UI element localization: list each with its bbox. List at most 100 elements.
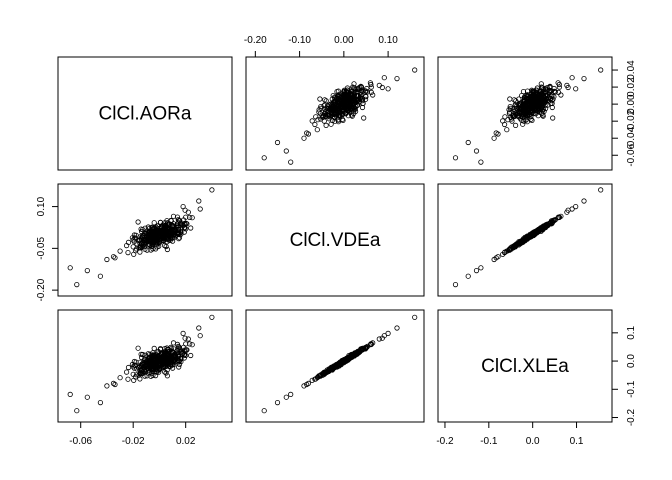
point	[162, 352, 168, 358]
point	[506, 107, 512, 113]
point	[522, 110, 529, 116]
point	[170, 213, 177, 219]
point	[533, 90, 540, 96]
point	[511, 108, 517, 115]
point	[312, 376, 318, 382]
diag-label-aora: ClCl.AORa	[99, 104, 192, 125]
right-axis-aora-tick-label: 0.00	[626, 94, 637, 114]
bottom-axis-aora-tick-label: -0.06	[69, 436, 92, 447]
point	[141, 237, 147, 243]
panel-r1-c1	[245, 183, 425, 297]
point	[135, 219, 141, 225]
point	[540, 223, 547, 229]
point	[519, 103, 525, 110]
point	[157, 345, 164, 352]
point	[556, 84, 563, 90]
point	[335, 93, 341, 99]
point	[181, 217, 187, 223]
point	[531, 106, 538, 112]
point	[196, 325, 202, 331]
point	[125, 239, 132, 245]
left-axis-vdea-tick-label: 0.10	[36, 196, 47, 216]
point	[524, 101, 530, 107]
point	[358, 83, 364, 89]
point	[362, 96, 369, 102]
point	[546, 89, 553, 96]
point	[513, 105, 520, 111]
point	[132, 235, 138, 241]
point	[540, 93, 547, 99]
point	[304, 130, 310, 136]
point	[196, 198, 202, 204]
point	[322, 97, 328, 103]
right-axis-aora-tick-label: -0.04	[626, 126, 637, 149]
point	[131, 232, 137, 238]
point	[180, 330, 186, 336]
bottom-axis-xlea-tick-label: 0.0	[526, 436, 540, 447]
right-axis-xlea-tick-label: 0.1	[626, 325, 637, 339]
right-axis-aora-tick-label: -0.06	[626, 143, 637, 166]
point	[350, 101, 357, 107]
point	[538, 81, 544, 87]
point	[501, 121, 508, 128]
point	[131, 358, 137, 365]
point	[352, 85, 358, 91]
point	[139, 241, 145, 247]
point	[164, 349, 170, 355]
point	[151, 220, 157, 226]
point	[141, 356, 148, 362]
point	[314, 127, 320, 133]
point	[524, 93, 530, 99]
point	[188, 225, 194, 231]
point	[558, 213, 564, 219]
point	[184, 221, 190, 227]
point	[525, 97, 531, 104]
point	[364, 344, 370, 350]
point	[394, 325, 400, 331]
point	[316, 109, 322, 115]
point	[156, 243, 162, 249]
point	[148, 247, 154, 253]
point	[598, 187, 604, 193]
point	[573, 204, 579, 210]
point	[104, 256, 110, 263]
point	[124, 369, 130, 375]
point	[473, 267, 480, 274]
point	[555, 214, 562, 220]
point	[322, 113, 328, 119]
point	[354, 93, 360, 99]
point	[283, 394, 289, 400]
point	[452, 155, 459, 161]
point	[312, 121, 318, 128]
point	[176, 220, 182, 226]
point	[131, 251, 137, 257]
point	[478, 265, 484, 271]
point	[368, 84, 374, 90]
point	[452, 281, 459, 288]
top-axis-tick-label: -0.20	[244, 35, 267, 46]
point	[188, 352, 194, 359]
point	[355, 86, 361, 93]
point	[176, 346, 182, 353]
point	[344, 93, 350, 99]
right-axis-xlea-tick-label: -0.1	[626, 380, 637, 398]
point	[364, 85, 370, 92]
point	[139, 354, 145, 360]
point	[181, 355, 187, 361]
point	[317, 96, 323, 102]
point	[573, 86, 579, 92]
right-axis-xlea-tick-label: 0.0	[626, 354, 637, 368]
point	[288, 159, 294, 165]
point	[131, 365, 137, 371]
point	[478, 159, 484, 165]
points-r1-c2	[452, 187, 604, 288]
point	[137, 376, 143, 382]
point	[349, 91, 355, 97]
point	[181, 224, 187, 231]
point	[539, 91, 545, 97]
point	[501, 250, 508, 256]
point	[162, 237, 168, 243]
points-r0-c2	[452, 67, 604, 165]
point	[328, 121, 334, 127]
point	[149, 243, 155, 249]
